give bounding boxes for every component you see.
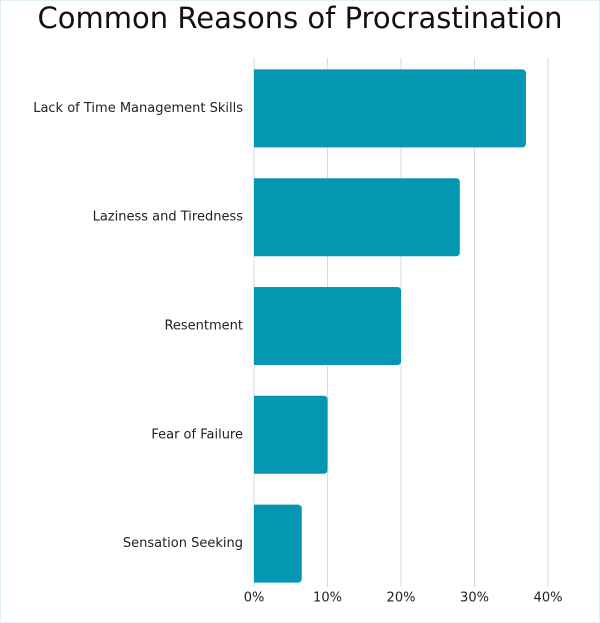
y-tick-label: Laziness and Tiredness (93, 210, 244, 225)
bar (254, 178, 460, 257)
x-tick-label: 10% (313, 591, 342, 606)
bar (254, 395, 328, 474)
bar (254, 504, 302, 583)
y-tick-label: Lack of Time Management Skills (33, 101, 243, 116)
y-tick-label: Fear of Failure (151, 427, 243, 442)
x-tick-label: 0% (244, 591, 265, 606)
y-tick-label: Resentment (164, 319, 243, 334)
y-tick-label: Sensation Seeking (123, 536, 243, 551)
x-tick-label: 30% (460, 591, 489, 606)
bar (254, 287, 401, 365)
bar (254, 69, 526, 148)
chart-title: Common Reasons of Procrastination (38, 1, 563, 35)
x-tick-label: 20% (387, 591, 416, 606)
x-tick-label: 40% (534, 591, 563, 606)
